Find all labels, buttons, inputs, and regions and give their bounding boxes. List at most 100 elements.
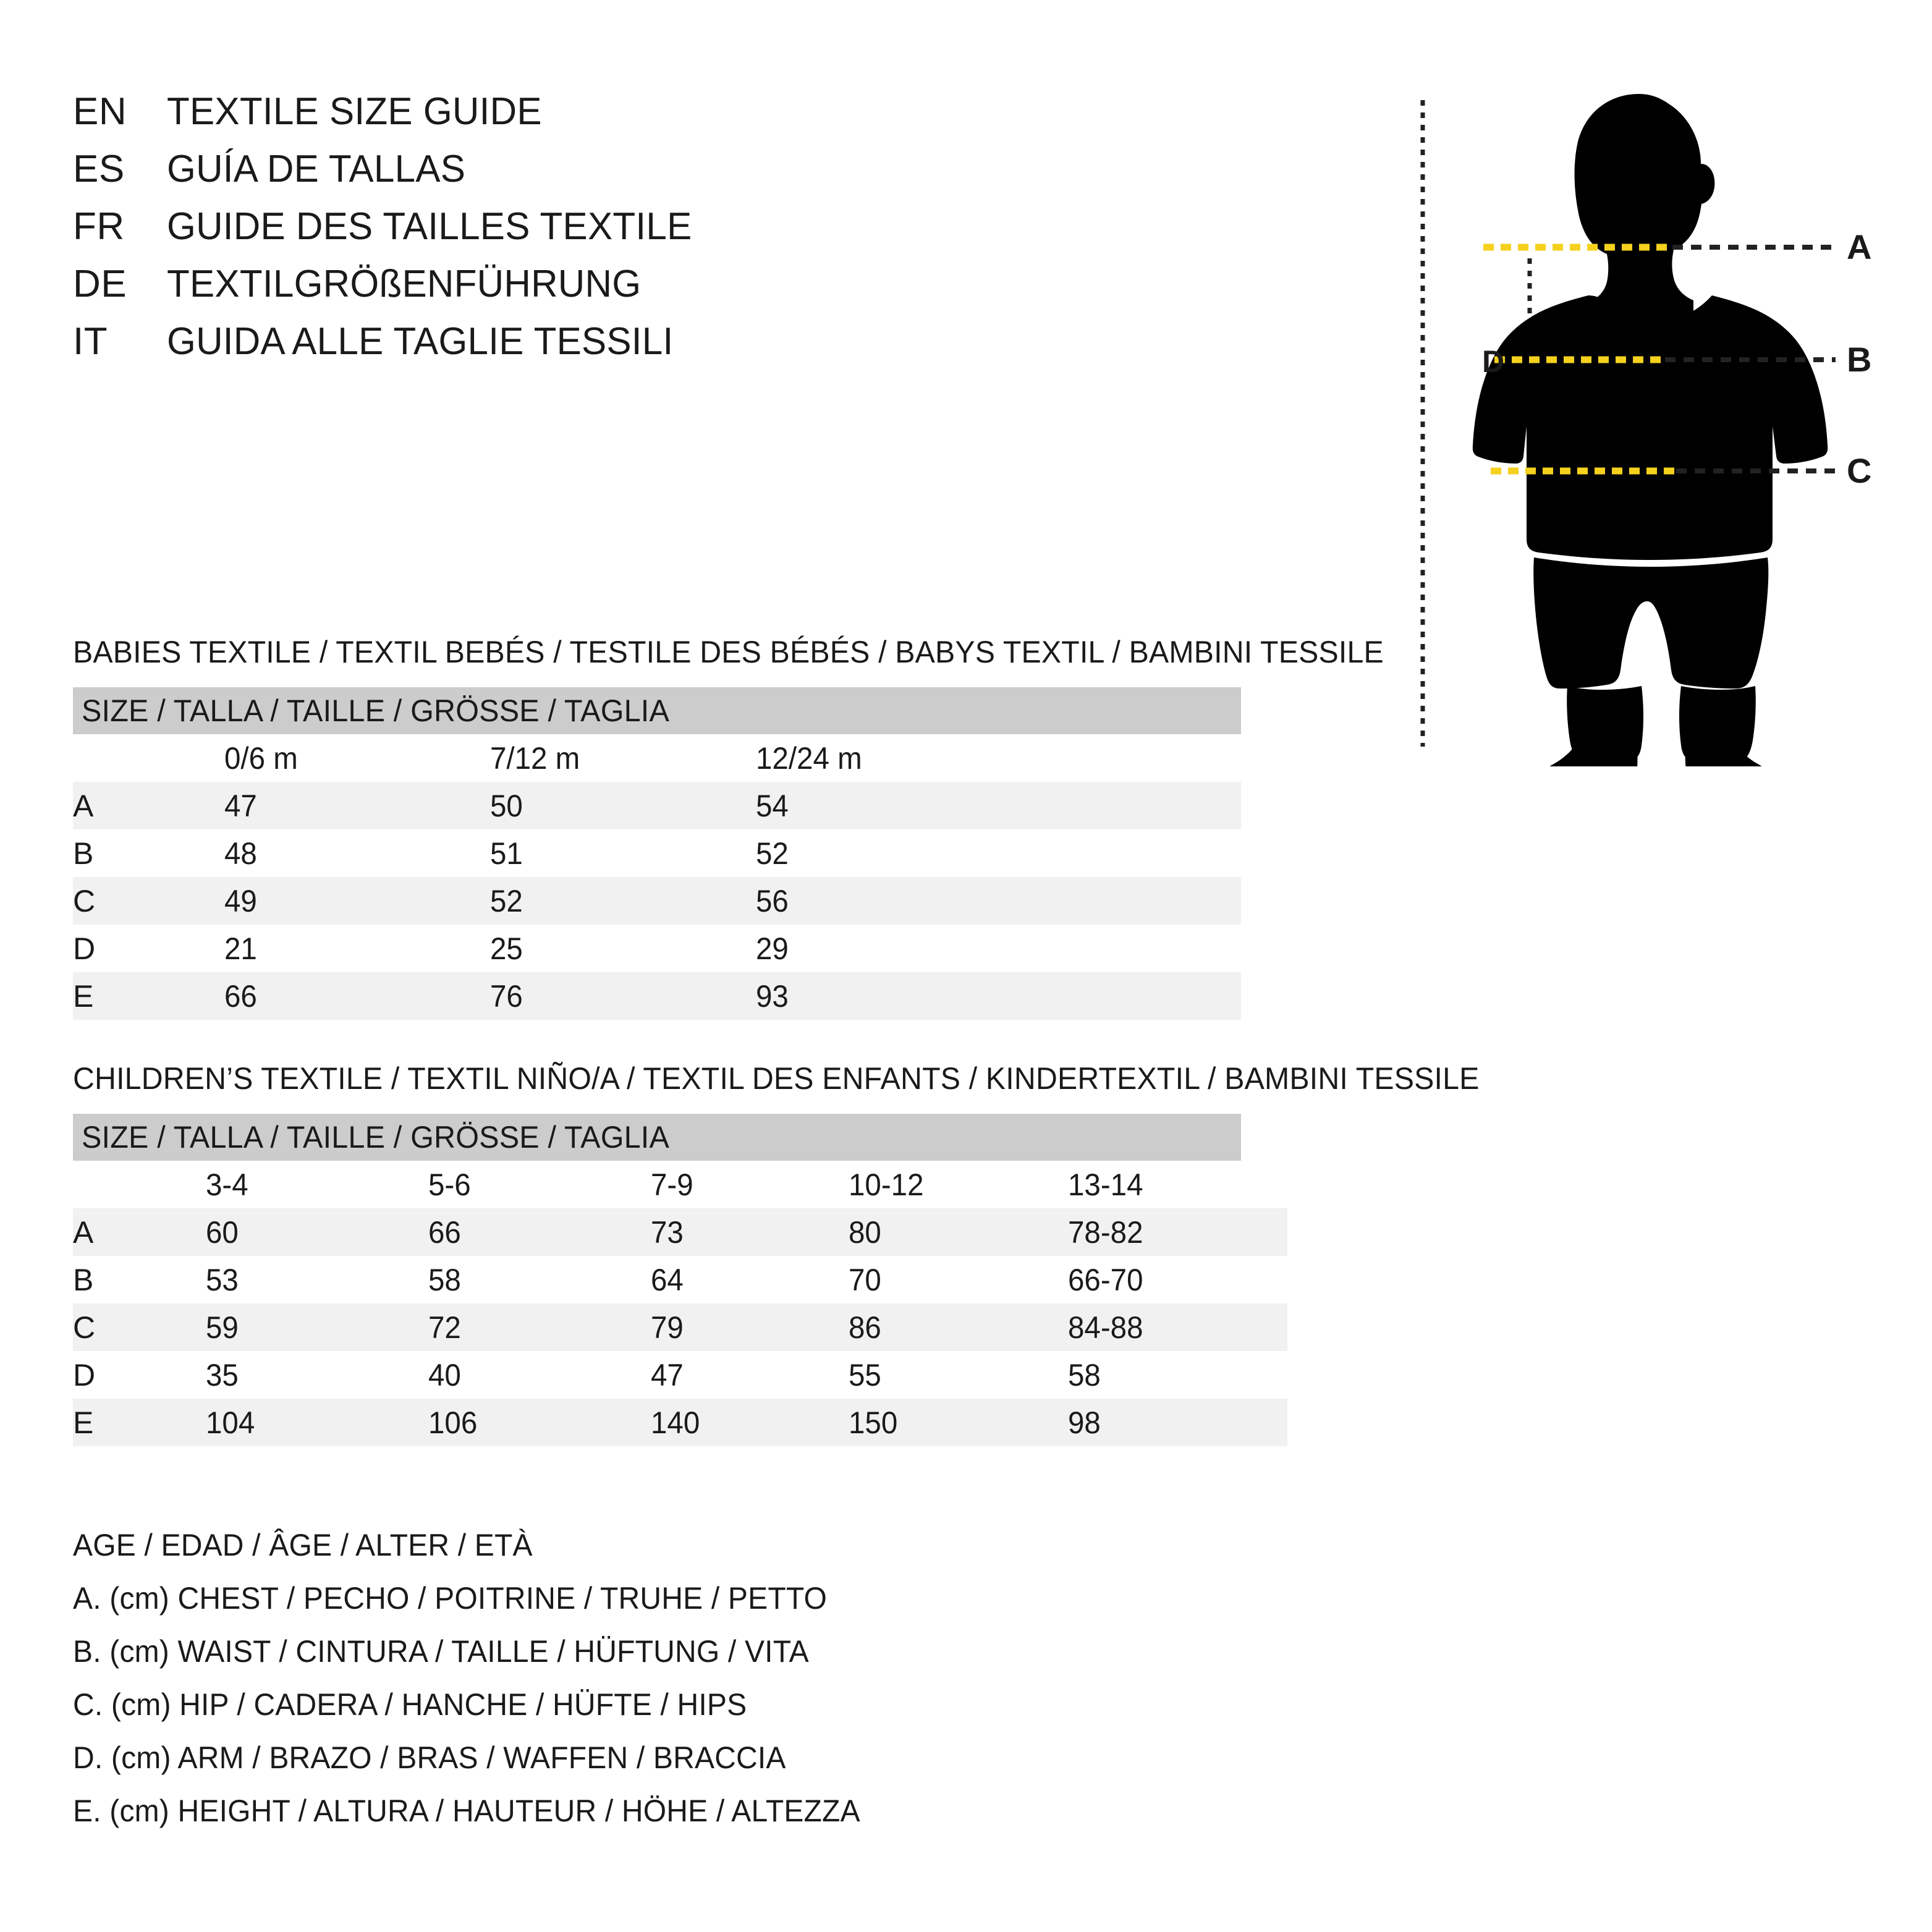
children-header-corner	[73, 1161, 206, 1208]
children-cell-d-3: 55	[849, 1351, 1068, 1399]
language-row-en: EN TEXTILE SIZE GUIDE	[73, 93, 1247, 150]
children-column-header-row: 3-4 5-6 7-9 10-12 13-14	[73, 1161, 1287, 1208]
children-cell-b-2: 64	[651, 1256, 849, 1303]
children-row-label-d: D	[73, 1351, 206, 1399]
table-row: C 49 52 56	[73, 877, 1241, 925]
children-cell-c-2: 79	[651, 1303, 849, 1351]
children-row-label-c: C	[73, 1303, 206, 1351]
children-column-header-2: 7-9	[651, 1161, 849, 1208]
language-row-es: ES GUÍA DE TALLAS	[73, 150, 1247, 208]
children-cell-d-1: 40	[428, 1351, 651, 1399]
babies-cell-d-1: 25	[489, 925, 756, 972]
children-cell-e-4: 98	[1068, 1399, 1287, 1446]
children-size-bar-label: SIZE / TALLA / TAILLE / GRÖSSE / TAGLIA	[82, 1120, 670, 1155]
babies-cell-b-2: 52	[755, 829, 1241, 877]
babies-cell-a-2: 54	[755, 782, 1241, 829]
measure-label-b: B	[1847, 340, 1871, 379]
babies-header-corner	[73, 734, 225, 782]
children-cell-a-3: 80	[849, 1208, 1068, 1256]
language-code-es: ES	[73, 148, 125, 190]
children-cell-b-4: 66-70	[1068, 1256, 1287, 1303]
children-cell-a-2: 73	[651, 1208, 849, 1256]
measurement-legend: AGE / EDAD / ÂGE / ALTER / ETÀ A. (cm) C…	[73, 1530, 1247, 1849]
children-column-header-1: 5-6	[428, 1161, 651, 1208]
children-cell-c-4: 84-88	[1068, 1303, 1287, 1351]
babies-cell-c-1: 52	[489, 877, 756, 925]
table-row: A 60 66 73 80 78-82	[73, 1208, 1287, 1256]
babies-column-header-row: 0/6 m 7/12 m 12/24 m	[73, 734, 1241, 782]
children-cell-a-0: 60	[206, 1208, 428, 1256]
children-cell-c-1: 72	[428, 1303, 651, 1351]
language-title-fr: GUIDE DES TAILLES TEXTILE	[167, 205, 692, 248]
language-title-de: TEXTILGRÖßENFÜHRUNG	[167, 263, 642, 305]
children-cell-e-3: 150	[849, 1399, 1068, 1446]
babies-cell-c-0: 49	[224, 877, 490, 925]
children-cell-e-0: 104	[206, 1399, 428, 1446]
babies-cell-d-0: 21	[224, 925, 490, 972]
measure-label-c: C	[1847, 451, 1871, 490]
children-cell-e-1: 106	[428, 1399, 651, 1446]
babies-cell-c-2: 56	[755, 877, 1241, 925]
table-row: B 48 51 52	[73, 829, 1241, 877]
language-code-de: DE	[73, 263, 127, 305]
children-cell-b-0: 53	[206, 1256, 428, 1303]
children-cell-d-4: 58	[1068, 1351, 1287, 1399]
language-row-it: IT GUIDA ALLE TAGLIE TESSILI	[73, 323, 1247, 380]
language-title-es: GUÍA DE TALLAS	[167, 148, 466, 190]
babies-size-table: 0/6 m 7/12 m 12/24 m A 47 50 54 B 48 51 …	[73, 734, 1241, 1020]
babies-row-label-d: D	[73, 925, 225, 972]
legend-row-a-chest: A. (cm) CHEST / PECHO / POITRINE / TRUHE…	[73, 1581, 828, 1616]
children-cell-b-1: 58	[428, 1256, 651, 1303]
children-column-header-0: 3-4	[206, 1161, 428, 1208]
babies-cell-e-0: 66	[224, 972, 490, 1020]
children-cell-d-0: 35	[206, 1351, 428, 1399]
language-header-block: EN TEXTILE SIZE GUIDE ES GUÍA DE TALLAS …	[73, 93, 1247, 380]
legend-row-e-height: E. (cm) HEIGHT / ALTURA / HAUTEUR / HÖHE…	[73, 1794, 860, 1828]
language-code-en: EN	[73, 90, 127, 133]
children-column-header-3: 10-12	[849, 1161, 1068, 1208]
children-row-label-a: A	[73, 1208, 206, 1256]
table-row: B 53 58 64 70 66-70	[73, 1256, 1287, 1303]
babies-size-bar-label: SIZE / TALLA / TAILLE / GRÖSSE / TAGLIA	[82, 693, 670, 728]
babies-row-label-a: A	[73, 782, 225, 829]
babies-cell-e-2: 93	[755, 972, 1241, 1020]
legend-row-d-arm: D. (cm) ARM / BRAZO / BRAS / WAFFEN / BR…	[73, 1740, 786, 1775]
children-column-header-4: 13-14	[1068, 1161, 1287, 1208]
children-cell-c-3: 86	[849, 1303, 1068, 1351]
children-row-label-e: E	[73, 1399, 206, 1446]
language-row-de: DE TEXTILGRÖßENFÜHRUNG	[73, 265, 1247, 323]
babies-cell-b-1: 51	[489, 829, 756, 877]
children-cell-a-1: 66	[428, 1208, 651, 1256]
children-cell-d-2: 47	[651, 1351, 849, 1399]
table-row: C 59 72 79 86 84-88	[73, 1303, 1287, 1351]
measure-label-a: A	[1847, 227, 1871, 266]
table-row: D 21 25 29	[73, 925, 1241, 972]
babies-cell-a-0: 47	[224, 782, 490, 829]
table-row: E 66 76 93	[73, 972, 1241, 1020]
babies-column-header-1: 7/12 m	[489, 734, 756, 782]
babies-size-bar: SIZE / TALLA / TAILLE / GRÖSSE / TAGLIA	[73, 687, 1241, 734]
language-code-fr: FR	[73, 205, 125, 248]
children-size-section: CHILDREN’S TEXTILE / TEXTIL NIÑO/A / TEX…	[73, 1061, 1480, 1446]
babies-section-caption: BABIES TEXTILE / TEXTIL BEBÉS / TESTILE …	[73, 635, 1384, 669]
babies-row-label-b: B	[73, 829, 225, 877]
babies-column-header-2: 12/24 m	[755, 734, 1241, 782]
children-cell-a-4: 78-82	[1068, 1208, 1287, 1256]
table-row: A 47 50 54	[73, 782, 1241, 829]
measurement-figure-diagram: A B C D E	[1403, 80, 1928, 766]
babies-row-label-c: C	[73, 877, 225, 925]
legend-row-b-waist: B. (cm) WAIST / CINTURA / TAILLE / HÜFTU…	[73, 1634, 809, 1669]
language-row-fr: FR GUIDE DES TAILLES TEXTILE	[73, 208, 1247, 265]
babies-cell-e-1: 76	[489, 972, 756, 1020]
babies-row-label-e: E	[73, 972, 225, 1020]
measure-label-d: D	[1482, 344, 1504, 379]
children-section-caption: CHILDREN’S TEXTILE / TEXTIL NIÑO/A / TEX…	[73, 1061, 1480, 1096]
language-code-it: IT	[73, 320, 108, 363]
babies-cell-a-1: 50	[489, 782, 756, 829]
babies-cell-b-0: 48	[224, 829, 490, 877]
language-title-en: TEXTILE SIZE GUIDE	[167, 90, 542, 133]
legend-row-c-hip: C. (cm) HIP / CADERA / HANCHE / HÜFTE / …	[73, 1687, 747, 1722]
table-row: D 35 40 47 55 58	[73, 1351, 1287, 1399]
language-title-it: GUIDA ALLE TAGLIE TESSILI	[167, 320, 674, 363]
babies-column-header-0: 0/6 m	[224, 734, 490, 782]
